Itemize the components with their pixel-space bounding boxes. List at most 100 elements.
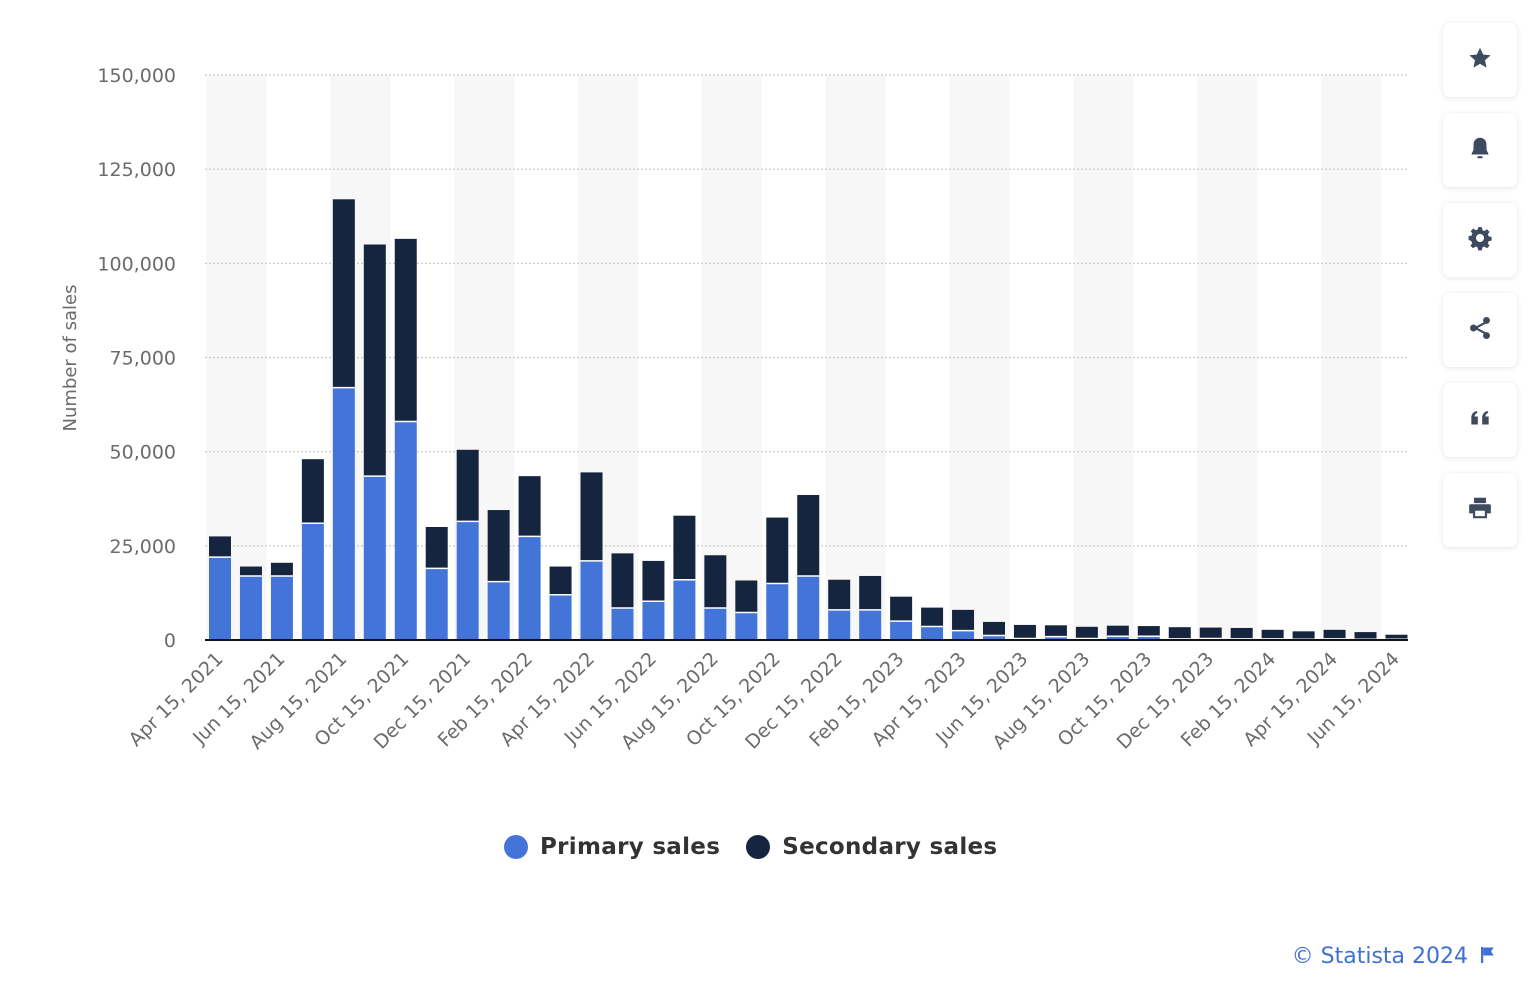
bar-secondary-sales bbox=[766, 517, 789, 584]
bar-primary-sales bbox=[921, 626, 944, 640]
bar-secondary-sales bbox=[332, 199, 355, 388]
bar-secondary-sales bbox=[518, 476, 541, 537]
bar-secondary-sales bbox=[1261, 629, 1284, 639]
bar-primary-sales bbox=[394, 421, 417, 640]
legend-item-primary[interactable]: Primary sales bbox=[504, 834, 720, 860]
bar-primary-sales bbox=[766, 583, 789, 640]
bar-secondary-sales bbox=[1199, 627, 1222, 639]
bar-primary-sales bbox=[301, 523, 324, 640]
bar-secondary-sales bbox=[921, 607, 944, 627]
bar-secondary-sales bbox=[425, 527, 448, 569]
y-tick-label: 75,000 bbox=[110, 348, 176, 370]
bar-secondary-sales bbox=[1106, 625, 1129, 637]
bar-primary-sales bbox=[363, 476, 386, 640]
bar-primary-sales bbox=[456, 521, 479, 640]
bar-primary-sales bbox=[270, 575, 293, 640]
bar-primary-sales bbox=[797, 575, 820, 640]
bar-secondary-sales bbox=[580, 472, 603, 561]
bar-primary-sales bbox=[704, 607, 727, 640]
print-button[interactable] bbox=[1443, 473, 1517, 547]
bar-primary-sales bbox=[952, 630, 975, 640]
legend-dot-primary bbox=[504, 835, 528, 859]
bar-secondary-sales bbox=[890, 596, 913, 622]
bar-secondary-sales bbox=[797, 494, 820, 576]
credit-text[interactable]: © Statista 2024 bbox=[1291, 944, 1468, 969]
bar-secondary-sales bbox=[1354, 632, 1377, 640]
bar-secondary-sales bbox=[673, 515, 696, 580]
bar-secondary-sales bbox=[363, 244, 386, 477]
share-button[interactable] bbox=[1443, 293, 1517, 367]
cite-button[interactable] bbox=[1443, 383, 1517, 457]
bar-secondary-sales bbox=[1044, 625, 1067, 637]
bar-secondary-sales bbox=[394, 238, 417, 422]
bar-secondary-sales bbox=[859, 575, 882, 610]
bell-icon bbox=[1467, 135, 1493, 165]
bar-secondary-sales bbox=[1385, 634, 1408, 640]
bar-secondary-sales bbox=[704, 555, 727, 608]
bar-primary-sales bbox=[1106, 636, 1129, 640]
bar-secondary-sales bbox=[1075, 626, 1098, 639]
legend-label-secondary: Secondary sales bbox=[782, 834, 998, 860]
bar-primary-sales bbox=[828, 609, 851, 640]
bar-primary-sales bbox=[859, 609, 882, 640]
bar-primary-sales bbox=[890, 621, 913, 640]
y-tick-label: 25,000 bbox=[110, 536, 176, 558]
settings-button[interactable] bbox=[1443, 203, 1517, 277]
bar-secondary-sales bbox=[611, 553, 634, 608]
bar-primary-sales bbox=[673, 579, 696, 640]
bar-secondary-sales bbox=[549, 566, 572, 595]
chart-toolbar bbox=[1443, 23, 1517, 547]
favorite-button[interactable] bbox=[1443, 23, 1517, 97]
bar-secondary-sales bbox=[1323, 629, 1346, 639]
bar-secondary-sales bbox=[301, 459, 324, 524]
legend-label-primary: Primary sales bbox=[540, 834, 721, 860]
background-band bbox=[1073, 75, 1134, 640]
star-icon bbox=[1467, 45, 1493, 75]
source-credit[interactable]: © Statista 2024 bbox=[1292, 944, 1496, 969]
y-axis-title: Number of sales bbox=[60, 285, 81, 432]
bar-secondary-sales bbox=[642, 560, 665, 602]
bar-secondary-sales bbox=[456, 449, 479, 522]
bar-secondary-sales bbox=[270, 562, 293, 576]
bar-primary-sales bbox=[611, 607, 634, 640]
bar-primary-sales bbox=[209, 557, 231, 640]
y-tick-label: 100,000 bbox=[97, 253, 176, 275]
bar-secondary-sales bbox=[983, 621, 1005, 636]
notification-button[interactable] bbox=[1443, 113, 1517, 187]
share-icon bbox=[1467, 315, 1493, 345]
background-band bbox=[701, 75, 762, 640]
flag-icon[interactable] bbox=[1480, 946, 1496, 968]
bar-secondary-sales bbox=[487, 510, 510, 582]
bar-primary-sales bbox=[642, 601, 665, 640]
bar-secondary-sales bbox=[1013, 624, 1036, 639]
y-tick-label: 150,000 bbox=[97, 65, 176, 87]
legend-dot-secondary bbox=[746, 835, 771, 859]
bar-primary-sales bbox=[239, 575, 262, 640]
gear-icon bbox=[1467, 225, 1493, 255]
bar-secondary-sales bbox=[1168, 627, 1191, 639]
legend-item-secondary[interactable]: Secondary sales bbox=[746, 834, 997, 860]
bar-secondary-sales bbox=[828, 579, 851, 610]
bar-secondary-sales bbox=[1137, 626, 1160, 637]
bar-primary-sales bbox=[735, 612, 758, 640]
bar-secondary-sales bbox=[209, 536, 231, 558]
bar-secondary-sales bbox=[1292, 631, 1315, 640]
bar-primary-sales bbox=[332, 387, 355, 640]
bar-primary-sales bbox=[518, 536, 541, 640]
y-tick-label: 0 bbox=[164, 630, 176, 652]
background-band bbox=[1321, 75, 1381, 640]
bar-primary-sales bbox=[580, 560, 603, 640]
bar-chart: 0 25,000 50,000 75,000 100,000 125,000 150,000… bbox=[60, 65, 1408, 754]
bar-secondary-sales bbox=[735, 580, 758, 613]
bar-primary-sales bbox=[983, 635, 1005, 640]
bar-secondary-sales bbox=[239, 566, 262, 576]
background-band bbox=[1197, 75, 1258, 640]
quote-icon bbox=[1467, 405, 1493, 435]
bar-primary-sales bbox=[1044, 636, 1067, 640]
y-tick-label: 50,000 bbox=[110, 442, 176, 464]
bar-secondary-sales bbox=[1230, 627, 1253, 639]
chart-legend: Primary sales Secondary sales bbox=[504, 834, 997, 860]
background-band bbox=[949, 75, 1010, 640]
print-icon bbox=[1467, 495, 1493, 525]
background-band bbox=[825, 75, 886, 640]
